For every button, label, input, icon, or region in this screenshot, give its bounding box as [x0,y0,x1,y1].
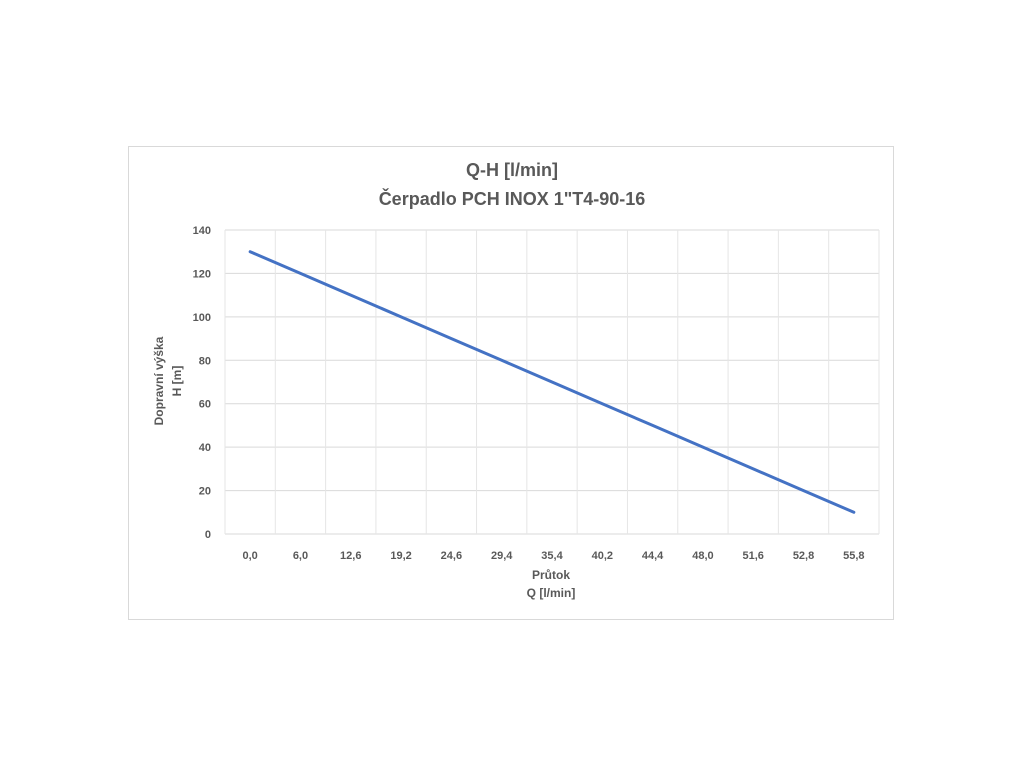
y-tick-label: 20 [199,486,211,498]
x-tick-label: 44,4 [642,550,664,562]
y-axis-ticks: 0 20 40 60 80 100 120 140 [193,225,211,541]
y-tick-label: 80 [199,355,211,367]
x-tick-label: 35,4 [541,550,563,562]
chart-title-line-2: Čerpadlo PCH INOX 1"T4-90-16 [379,188,646,209]
y-tick-label: 100 [193,312,211,324]
x-tick-label: 24,6 [441,550,462,562]
x-tick-label: 55,8 [843,550,864,562]
x-tick-label: 29,4 [491,550,513,562]
y-tick-label: 40 [199,442,211,454]
x-tick-label: 48,0 [692,550,713,562]
y-axis-title-line-2: H [m] [170,366,184,397]
x-tick-label: 12,6 [340,550,361,562]
x-axis-title-line-1: Průtok [532,568,570,582]
series-layer [248,250,856,514]
y-tick-label: 60 [199,399,211,411]
y-axis-title-line-1: Dopravní výška [152,336,166,425]
chart-svg: Q-H [l/min] Čerpadlo PCH INOX 1"T4-90-16… [152,160,880,600]
grid [224,229,880,535]
x-tick-label: 51,6 [743,550,764,562]
y-tick-label: 120 [193,268,211,280]
x-tick-label: 0,0 [243,550,258,562]
x-tick-label: 40,2 [592,550,613,562]
x-axis-title-line-2: Q [l/min] [527,586,576,600]
chart-title-line-1: Q-H [l/min] [466,160,558,180]
x-tick-label: 52,8 [793,550,814,562]
x-tick-label: 19,2 [390,550,411,562]
series-line [248,250,856,514]
y-tick-label: 140 [193,225,211,237]
x-axis-ticks: 0,0 6,0 12,6 19,2 24,6 29,4 35,4 40,2 44,4 48,0 51… [243,550,865,562]
y-tick-label: 0 [205,529,211,541]
chart-frame: Q-H [l/min] Čerpadlo PCH INOX 1"T4-90-16… [128,146,894,620]
x-tick-label: 6,0 [293,550,308,562]
